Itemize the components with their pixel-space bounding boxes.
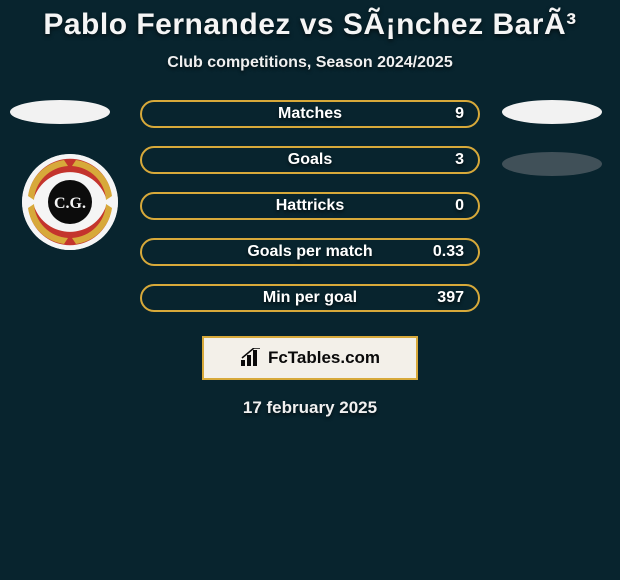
stat-bar-value: 9 xyxy=(455,105,464,123)
club-badge-letters: C.G. xyxy=(54,195,86,212)
footer-date: 17 february 2025 xyxy=(0,398,620,418)
stat-bars: Matches 9 Goals 3 Hattricks 0 Goals per match 0… xyxy=(140,100,480,330)
comparison-stage: C.G. Matches 9 Goals 3 Hattricks 0 Goals per m… xyxy=(0,100,620,330)
player2-placeholder-ellipse-bottom xyxy=(502,152,602,176)
stat-bar-label: Min per goal xyxy=(263,289,357,307)
stat-bar: Matches 9 xyxy=(140,100,480,128)
stat-bar-label: Hattricks xyxy=(276,197,344,215)
stat-bar: Goals 3 xyxy=(140,146,480,174)
stat-bar-value: 3 xyxy=(455,151,464,169)
page-title: Pablo Fernandez vs SÃ¡nchez BarÃ³ xyxy=(0,0,620,42)
page-subtitle: Club competitions, Season 2024/2025 xyxy=(0,54,620,72)
brand-box: FcTables.com xyxy=(202,336,418,380)
stat-bar: Goals per match 0.33 xyxy=(140,238,480,266)
stat-bar-value: 397 xyxy=(437,289,464,307)
bar-chart-icon xyxy=(240,348,262,368)
stat-bar-label: Goals per match xyxy=(247,243,372,261)
stat-bar-label: Matches xyxy=(278,105,342,123)
brand-text: FcTables.com xyxy=(268,348,380,368)
stat-bar: Hattricks 0 xyxy=(140,192,480,220)
club-badge-svg: C.G. xyxy=(22,154,118,250)
stat-bar-label: Goals xyxy=(288,151,332,169)
stat-bar-value: 0.33 xyxy=(433,243,464,261)
player2-placeholder-ellipse-top xyxy=(502,100,602,124)
stat-bar-value: 0 xyxy=(455,197,464,215)
player1-placeholder-ellipse xyxy=(10,100,110,124)
player1-club-badge: C.G. xyxy=(22,154,118,250)
stat-bar: Min per goal 397 xyxy=(140,284,480,312)
